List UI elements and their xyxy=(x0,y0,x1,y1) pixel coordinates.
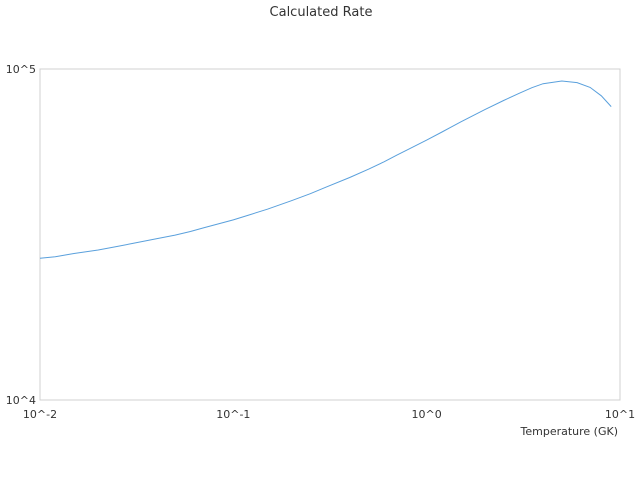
x-tick-label: 10^1 xyxy=(605,408,635,421)
plot-area xyxy=(39,68,621,401)
x-tick-label: 10^-1 xyxy=(216,408,250,421)
series-group xyxy=(39,80,612,259)
series-line xyxy=(39,80,612,259)
x-tick-label: 10^-2 xyxy=(23,408,57,421)
x-tick-label: 10^0 xyxy=(412,408,442,421)
y-axis-ticks: 10^4 10^5 xyxy=(6,63,36,407)
y-tick-label: 10^5 xyxy=(6,63,36,76)
y-tick-label: 10^4 xyxy=(6,394,36,407)
chart-title: Calculated Rate xyxy=(270,5,373,20)
x-axis-ticks: 10^-2 10^-1 10^0 10^1 xyxy=(23,408,635,421)
x-axis-label: Temperature (GK) xyxy=(520,425,619,438)
